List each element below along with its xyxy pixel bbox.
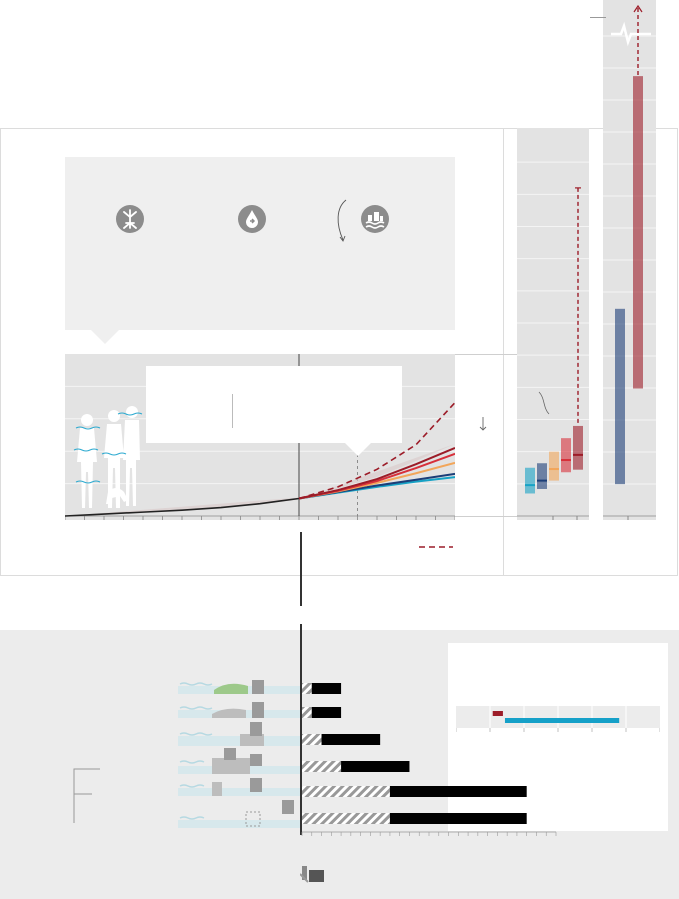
adaptation-lead-time-bars <box>301 683 557 836</box>
options-bracket <box>73 768 100 823</box>
bar-hatched <box>302 683 312 694</box>
low-likelihood-projection-line <box>298 402 455 500</box>
boxplot-box-ssp1_19 <box>525 467 535 494</box>
range-bar-range_teal <box>504 718 620 723</box>
panel-a-frame <box>0 128 504 576</box>
uncertainty-band <box>65 443 455 516</box>
connector-line <box>455 354 517 355</box>
bar-solid <box>389 786 527 797</box>
axis-break-icon <box>611 21 651 47</box>
chart-callout-divider <box>232 394 233 428</box>
boxplot-box-ssp5_85 <box>633 76 643 389</box>
bar-hatched <box>302 761 342 772</box>
bar-solid <box>311 707 342 718</box>
timeline-divider-gap <box>300 606 302 624</box>
axis-break-pointer <box>590 17 606 18</box>
coastal-flood-icon <box>361 205 389 233</box>
impact-info-box <box>65 157 455 330</box>
boxplot-box-ssp1_26 <box>615 308 625 485</box>
boxplot-box-ssp3_70 <box>561 438 571 473</box>
timing-info-box <box>448 643 668 831</box>
chart-callout-pointer <box>344 442 372 456</box>
water-drop-icon <box>238 205 266 233</box>
whisker-arrow-icon <box>633 4 643 13</box>
projection-2100-boxplot <box>517 128 589 520</box>
range-bar-range_red <box>492 711 503 716</box>
bar-hatched <box>302 734 322 745</box>
low-likelihood-legend-line <box>419 546 453 548</box>
bar-solid <box>341 761 410 772</box>
boxplot-box-ssp2_45 <box>549 451 559 481</box>
down-arrow-icon <box>479 417 487 431</box>
scenario-line-ssp5_85 <box>298 447 455 500</box>
chart-callout-box <box>146 366 402 443</box>
bar-solid <box>321 734 381 745</box>
panel-a-frame-right <box>502 128 678 576</box>
bar-solid <box>311 683 342 694</box>
tree-roots-icon <box>116 205 144 233</box>
boxplot-box-ssp5_85 <box>573 425 583 470</box>
timing-range-chart <box>456 706 660 732</box>
curved-arrow-icon <box>538 391 550 415</box>
impact-info-box-pointer <box>90 329 120 344</box>
curved-arrow-icon <box>337 199 347 242</box>
connector-line <box>455 516 517 517</box>
projection-2300-boxplot <box>603 0 656 520</box>
coastal-options-illustrations <box>178 680 300 828</box>
bar-hatched <box>302 707 312 718</box>
panel-b-timeline-line <box>300 630 302 835</box>
observed-line <box>65 497 300 517</box>
bar-hatched <box>302 813 390 824</box>
people-silhouette-icon <box>73 406 143 508</box>
bar-solid <box>389 813 527 824</box>
bar-hatched <box>302 786 390 797</box>
seawall-icon <box>300 866 324 883</box>
boxplot-box-ssp1_26 <box>537 463 547 489</box>
